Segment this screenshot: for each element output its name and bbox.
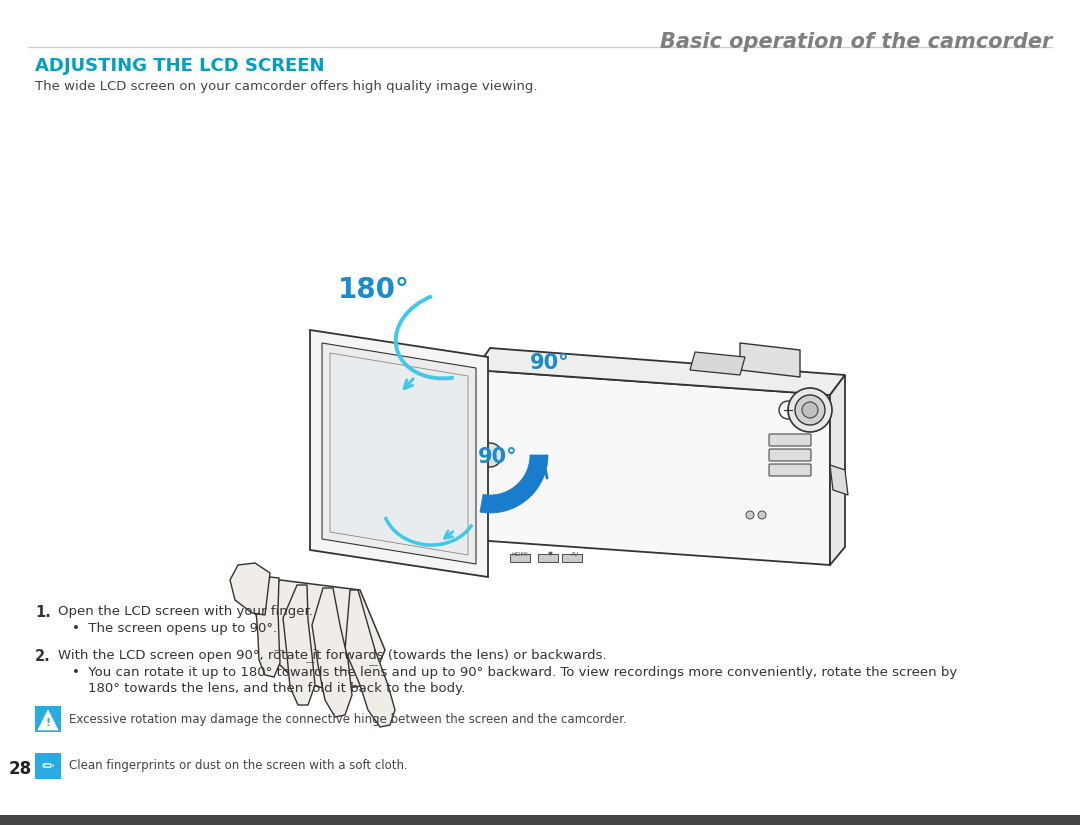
Text: 180°: 180° xyxy=(338,276,410,304)
Text: With the LCD screen open 90°, rotate it forwards (towards the lens) or backwards: With the LCD screen open 90°, rotate it … xyxy=(58,649,607,662)
Circle shape xyxy=(478,443,502,467)
Text: •  You can rotate it up to 180° towards the lens and up to 90° backward. To view: • You can rotate it up to 180° towards t… xyxy=(72,666,957,679)
Text: ♥: ♥ xyxy=(548,553,553,558)
Text: 1.: 1. xyxy=(35,605,51,620)
FancyBboxPatch shape xyxy=(35,706,60,732)
Polygon shape xyxy=(283,585,315,705)
Text: Excessive rotation may damage the connective hinge between the screen and the ca: Excessive rotation may damage the connec… xyxy=(69,713,626,725)
Polygon shape xyxy=(480,455,548,513)
Polygon shape xyxy=(322,343,476,564)
Text: !: ! xyxy=(45,718,51,728)
Polygon shape xyxy=(310,330,488,577)
Polygon shape xyxy=(690,352,745,375)
Text: 180° towards the lens, and then fold it back to the body.: 180° towards the lens, and then fold it … xyxy=(87,682,465,695)
Polygon shape xyxy=(831,375,845,565)
Circle shape xyxy=(758,511,766,519)
FancyBboxPatch shape xyxy=(769,449,811,461)
Bar xyxy=(538,554,558,562)
Text: AV: AV xyxy=(571,553,579,558)
Text: Basic operation of the camcorder: Basic operation of the camcorder xyxy=(660,32,1052,52)
Text: ADJUSTING THE LCD SCREEN: ADJUSTING THE LCD SCREEN xyxy=(35,57,324,75)
Text: 90°: 90° xyxy=(530,353,569,373)
Text: The wide LCD screen on your camcorder offers high quality image viewing.: The wide LCD screen on your camcorder of… xyxy=(35,80,538,93)
Text: 2.: 2. xyxy=(35,649,51,664)
FancyBboxPatch shape xyxy=(769,464,811,476)
Text: Clean fingerprints or dust on the screen with a soft cloth.: Clean fingerprints or dust on the screen… xyxy=(69,760,408,772)
Polygon shape xyxy=(256,577,280,677)
Circle shape xyxy=(788,388,832,432)
Bar xyxy=(510,554,530,562)
Polygon shape xyxy=(831,465,848,495)
Circle shape xyxy=(802,402,818,418)
Polygon shape xyxy=(255,580,384,690)
Polygon shape xyxy=(38,710,58,730)
Circle shape xyxy=(795,395,825,425)
Text: HDMI: HDMI xyxy=(512,553,528,558)
Polygon shape xyxy=(475,348,845,395)
Text: 90°: 90° xyxy=(478,447,517,467)
Polygon shape xyxy=(330,353,468,555)
Circle shape xyxy=(746,511,754,519)
FancyBboxPatch shape xyxy=(769,434,811,446)
Polygon shape xyxy=(740,343,800,377)
Polygon shape xyxy=(345,590,395,727)
Text: •  The screen opens up to 90°.: • The screen opens up to 90°. xyxy=(72,622,278,635)
Text: ✏: ✏ xyxy=(42,758,54,774)
Text: Open the LCD screen with your finger.: Open the LCD screen with your finger. xyxy=(58,605,313,618)
Polygon shape xyxy=(475,370,831,565)
Bar xyxy=(562,554,582,562)
Bar xyxy=(0,815,1080,825)
Polygon shape xyxy=(230,563,270,615)
FancyBboxPatch shape xyxy=(35,753,60,779)
Text: 28: 28 xyxy=(9,760,31,778)
Polygon shape xyxy=(312,588,352,717)
